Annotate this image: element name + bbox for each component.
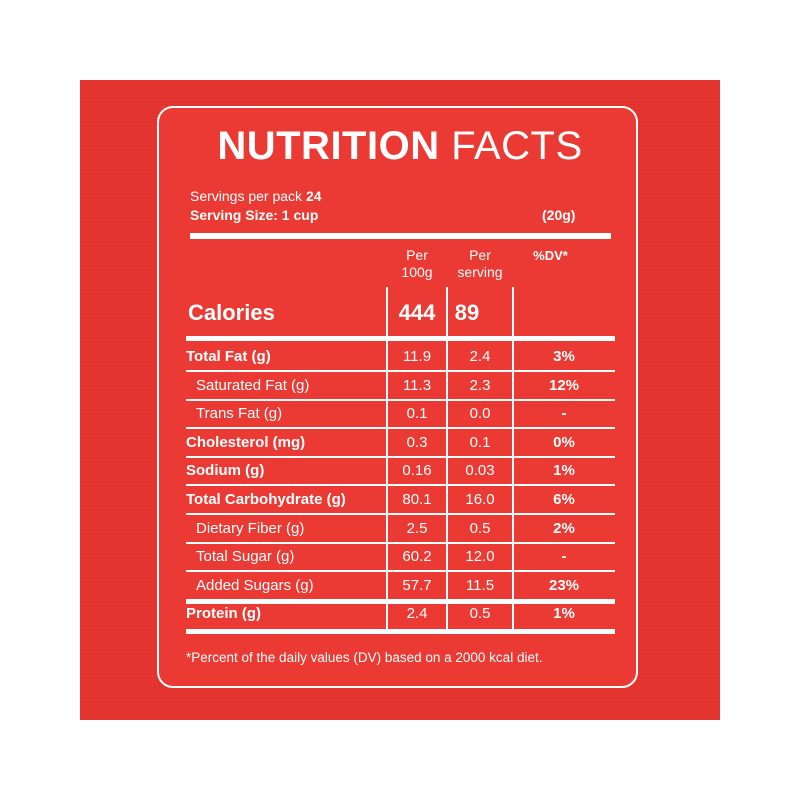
col-header-perserving: Per serving xyxy=(447,247,513,281)
servings-per-pack: Servings per pack 24 xyxy=(190,188,322,204)
nutrient-row: Total Sugar (g) 60.2 12.0 - xyxy=(186,543,615,571)
row-divider xyxy=(186,484,615,487)
per100g-value: 0.16 xyxy=(402,462,432,480)
nutrient-label: Total Carbohydrate (g) xyxy=(186,491,346,508)
perserving-value: 0.03 xyxy=(465,462,495,480)
perserving-value: 16.0 xyxy=(465,491,495,508)
dv-value: - xyxy=(561,548,567,566)
per100g-value: 2.5 xyxy=(406,519,428,537)
per100g-value: 57.7 xyxy=(402,576,432,594)
nutrition-panel xyxy=(157,106,638,688)
perserving-value: 0.5 xyxy=(469,605,491,623)
row-divider xyxy=(186,427,615,430)
row-divider xyxy=(186,455,615,458)
col-header-line: serving xyxy=(457,264,503,280)
divider-thick xyxy=(186,598,615,604)
perserving-value: 2.3 xyxy=(469,376,491,394)
row-divider xyxy=(186,513,615,515)
title-bold: NUTRITION xyxy=(217,124,440,168)
nutrient-label: Sodium (g) xyxy=(186,462,265,480)
dv-value: 1% xyxy=(553,462,575,480)
calories-label: Calories xyxy=(188,300,275,325)
nutrient-label: Total Sugar (g) xyxy=(196,548,295,566)
dv-value: 1% xyxy=(553,605,575,623)
perserving-value: 11.5 xyxy=(465,576,495,594)
row-divider xyxy=(186,541,615,544)
nutrient-label: Protein (g) xyxy=(186,605,261,623)
dv-value: 12% xyxy=(548,376,580,394)
dv-value: 0% xyxy=(553,433,575,451)
nutrient-row: Trans Fat (g) 0.1 0.0 - xyxy=(186,400,615,428)
nutrient-row: Protein (g) 2.4 0.5 1% xyxy=(186,600,615,628)
column-divider xyxy=(446,287,448,632)
nutrient-row: Sodium (g) 0.16 0.03 1% xyxy=(186,457,615,485)
dv-value: 3% xyxy=(553,348,575,365)
nutrient-label: Dietary Fiber (g) xyxy=(196,519,305,537)
serving-size: Serving Size: 1 cup xyxy=(190,207,319,223)
servings-label: Servings per pack xyxy=(190,188,303,204)
nutrient-row: Total Carbohydrate (g) 80.1 16.0 6% xyxy=(186,486,615,514)
col-header-line: 100g xyxy=(401,264,433,280)
col-header-line: Per xyxy=(469,247,491,263)
row-divider xyxy=(186,398,615,401)
per100g-value: 0.1 xyxy=(406,405,428,423)
col-header-dv: %DV* xyxy=(533,248,568,263)
nutrient-row: Total Fat (g) 11.9 2.4 3% xyxy=(186,343,615,371)
column-divider xyxy=(386,287,388,632)
nutrient-row: Saturated Fat (g) 11.3 2.3 12% xyxy=(186,372,615,400)
row-divider xyxy=(186,570,615,573)
per100g-value: 0.3 xyxy=(406,433,428,451)
calories-perserving: 89 xyxy=(454,300,480,325)
per100g-value: 60.2 xyxy=(402,548,432,566)
servings-value: 24 xyxy=(305,188,322,204)
dv-value: 6% xyxy=(553,491,575,508)
dv-value: - xyxy=(561,405,567,423)
title-light: FACTS xyxy=(451,124,583,168)
perserving-value: 2.4 xyxy=(469,348,491,365)
per100g-value: 80.1 xyxy=(402,491,432,508)
col-header-per100g: Per 100g xyxy=(387,247,447,281)
per100g-value: 11.3 xyxy=(402,376,432,394)
nutrient-row: Dietary Fiber (g) 2.5 0.5 2% xyxy=(186,515,615,543)
perserving-value: 12.0 xyxy=(465,548,495,566)
calories-per100g: 444 xyxy=(398,300,436,325)
nutrient-label: Saturated Fat (g) xyxy=(196,376,310,394)
per100g-value: 11.9 xyxy=(402,348,432,365)
divider-thick xyxy=(186,336,615,341)
row-divider xyxy=(186,370,615,372)
nutrient-label: Trans Fat (g) xyxy=(196,405,283,423)
perserving-value: 0.0 xyxy=(469,405,491,423)
nutrient-label: Total Fat (g) xyxy=(186,348,271,365)
perserving-value: 0.5 xyxy=(469,519,491,537)
per100g-value: 2.4 xyxy=(406,605,428,623)
divider-thick xyxy=(190,233,611,239)
serving-weight: (20g) xyxy=(542,207,576,223)
nutrient-row: Added Sugars (g) 57.7 11.5 23% xyxy=(186,572,615,600)
divider-thick xyxy=(186,629,615,634)
perserving-value: 0.1 xyxy=(469,433,491,451)
footnote: *Percent of the daily values (DV) based … xyxy=(186,650,543,665)
nutrition-title: NUTRITION FACTS xyxy=(0,124,800,169)
col-header-line: Per xyxy=(406,247,428,263)
nutrient-label: Added Sugars (g) xyxy=(196,576,314,594)
dv-value: 23% xyxy=(548,576,580,594)
nutrient-label: Cholesterol (mg) xyxy=(186,433,306,451)
column-divider xyxy=(512,287,514,632)
nutrient-row: Cholesterol (mg) 0.3 0.1 0% xyxy=(186,429,615,457)
dv-value: 2% xyxy=(553,519,575,537)
